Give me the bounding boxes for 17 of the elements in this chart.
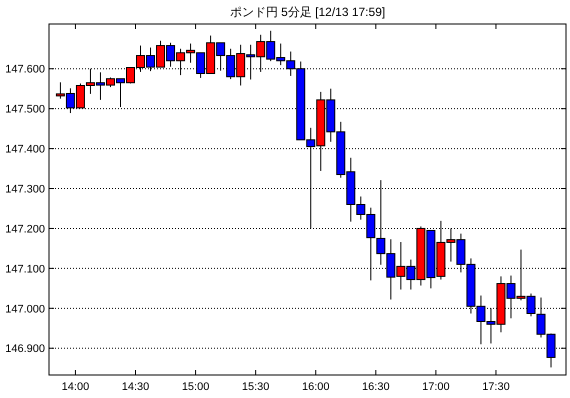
y-tick-label: 147.300 (5, 184, 45, 196)
x-tick-label: 16:00 (302, 381, 330, 393)
x-tick-label: 17:30 (482, 381, 510, 393)
x-tick-label: 15:00 (182, 381, 210, 393)
x-tick-label: 14:00 (62, 381, 90, 393)
x-tick-label: 15:30 (242, 381, 270, 393)
y-tick-label: 147.100 (5, 263, 45, 276)
y-tick-label: 147.400 (5, 144, 45, 156)
x-tick-label: 14:30 (122, 381, 150, 393)
y-tick-label: 147.200 (5, 223, 45, 236)
x-tick-label: 17:00 (422, 381, 450, 393)
y-tick-label: 147.600 (5, 64, 45, 76)
x-tick-label: 16:30 (362, 381, 390, 393)
y-tick-label: 147.500 (5, 104, 45, 116)
chart-title: ポンド円 5分足 [12/13 17:59] (230, 5, 386, 19)
y-tick-label: 147.000 (5, 303, 45, 316)
y-tick-label: 146.900 (5, 343, 45, 356)
